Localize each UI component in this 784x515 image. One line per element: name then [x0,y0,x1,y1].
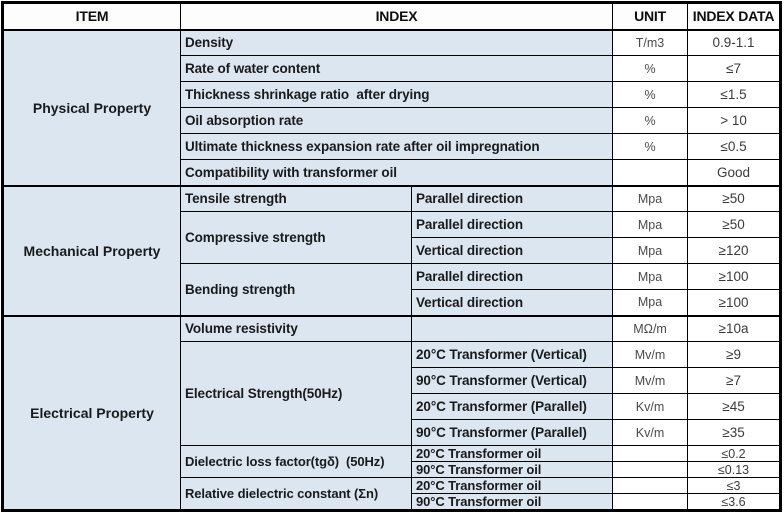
unit-cell: MΩ/m [612,314,689,342]
sub-cell-parallel-direction: Parallel direction [410,263,614,290]
header-index-data: INDEX DATA [687,2,782,31]
unit-cell: T/m3 [612,29,689,56]
index-cell-electrical-strength: Electrical Strength(50Hz) [180,341,412,446]
sub-cell-vertical-direction: Vertical direction [410,237,614,264]
table-row: Rate of water content % ≤7 [3,55,782,82]
value-cell: > 10 [687,107,782,134]
unit-cell: Kv/m [612,393,689,420]
unit-cell [612,477,689,494]
unit-cell: Mpa [612,289,689,316]
value-cell: Good [687,159,782,186]
index-cell-compatibility-transformer-oil: Compatibility with transformer oil [179,159,614,186]
table-header-row: ITEM INDEX UNIT INDEX DATA [2,2,782,31]
value-cell: ≥120 [687,237,782,264]
unit-cell: Mv/m [612,341,689,368]
sub-cell-90c-transformer-oil: 90°C Transformer oil [410,461,614,478]
table-row: Thickness shrinkage ratio after drying %… [3,81,782,108]
unit-cell [612,159,689,186]
header-unit: UNIT [612,2,689,31]
item-cell-physical-property: Physical Property [2,29,181,186]
table-row: Electrical Property Volume resistivity M… [2,314,782,511]
sub-cell-90c-transformer-vertical: 90°C Transformer (Vertical) [410,367,614,394]
table-row: Vertical direction Mpa ≥120 [3,237,782,264]
table-row: Electrical Strength(50Hz) 20°C Transform… [3,341,782,446]
sub-cell-parallel-direction: Parallel direction [410,184,614,212]
value-cell: ≤0.2 [687,445,782,462]
unit-cell: Mpa [612,263,689,290]
sub-cell-20c-transformer-oil: 20°C Transformer oil [410,477,614,494]
value-cell: ≤7 [687,55,782,82]
sub-cell-90c-transformer-oil: 90°C Transformer oil [410,493,614,511]
sub-cell-vertical-direction: Vertical direction [410,289,614,316]
value-cell: 0.9-1.1 [687,29,782,56]
value-cell: ≤1.5 [687,81,782,108]
table-row: 20°C Transformer (Parallel) Kv/m ≥45 [3,393,782,420]
value-cell: ≥35 [687,419,782,446]
unit-cell: % [612,107,689,134]
sub-cell-20c-transformer-oil: 20°C Transformer oil [410,445,614,462]
sub-cell-parallel-direction: Parallel direction [410,211,614,238]
value-cell: ≥10a [687,314,782,342]
value-cell: ≤0.13 [687,461,782,478]
table-row: Relative dielectric constant (Σn) 20°C T… [3,477,782,511]
unit-cell: % [612,81,689,108]
value-cell: ≥100 [687,289,782,316]
header-index: INDEX [179,2,614,31]
header-item: ITEM [2,2,181,31]
sub-cell-20c-transformer-parallel: 20°C Transformer (Parallel) [410,393,614,420]
index-cell-dielectric-loss-factor: Dielectric loss factor(tgδ) (50Hz) [180,445,412,478]
item-cell-electrical-property: Electrical Property [2,314,181,511]
table-row: Ultimate thickness expansion rate after … [3,133,782,160]
unit-cell: % [612,133,689,160]
table-row: 90°C Transformer oil ≤3.6 [3,493,782,511]
unit-cell: % [612,55,689,82]
value-cell: ≤3 [687,477,782,494]
table-row: 90°C Transformer (Vertical) Mv/m ≥7 [3,367,782,394]
table-row: 90°C Transformer oil ≤0.13 [3,461,782,478]
table-row: Dielectric loss factor(tgδ) (50Hz) 20°C … [3,445,782,478]
table-row: Oil absorption rate % > 10 [3,107,782,134]
unit-cell [612,493,689,511]
unit-cell [612,461,689,478]
index-cell-tensile-strength: Tensile strength [180,184,412,212]
index-cell-ultimate-thickness-expansion: Ultimate thickness expansion rate after … [179,133,614,160]
unit-cell: Mpa [612,237,689,264]
value-cell: ≤3.6 [687,493,782,511]
table-row: 90°C Transformer (Parallel) Kv/m ≥35 [3,419,782,446]
table-row: Physical Property Density T/m3 0.9-1.1 [2,29,782,186]
index-cell-bending-strength: Bending strength [180,263,412,316]
unit-cell: Kv/m [612,419,689,446]
value-cell: ≥7 [687,367,782,394]
value-cell: ≥50 [687,184,782,212]
index-cell-oil-absorption-rate: Oil absorption rate [179,107,614,134]
value-cell: ≥9 [687,341,782,368]
unit-cell: Mpa [612,211,689,238]
index-cell-rate-of-water-content: Rate of water content [179,55,614,82]
table-row: Compressive strength Parallel direction … [3,211,782,264]
unit-cell: Mpa [612,184,689,212]
value-cell: ≥100 [687,263,782,290]
value-cell: ≥45 [687,393,782,420]
index-cell-relative-dielectric-constant: Relative dielectric constant (Σn) [180,477,412,511]
value-cell: ≤0.5 [687,133,782,160]
table-row: Mechanical Property Tensile strength Par… [2,184,782,316]
index-cell-compressive-strength: Compressive strength [180,211,412,264]
index-cell-thickness-shrinkage-ratio: Thickness shrinkage ratio after drying [179,81,614,108]
item-cell-mechanical-property: Mechanical Property [2,184,181,316]
sub-cell-90c-transformer-parallel: 90°C Transformer (Parallel) [410,419,614,446]
index-cell-volume-resistivity: Volume resistivity [180,314,412,342]
unit-cell [612,445,689,462]
index-cell-density: Density [179,29,614,56]
sub-cell-20c-transformer-vertical: 20°C Transformer (Vertical) [410,341,614,368]
sub-cell-empty [410,314,614,342]
value-cell: ≥50 [687,211,782,238]
unit-cell: Mv/m [612,367,689,394]
